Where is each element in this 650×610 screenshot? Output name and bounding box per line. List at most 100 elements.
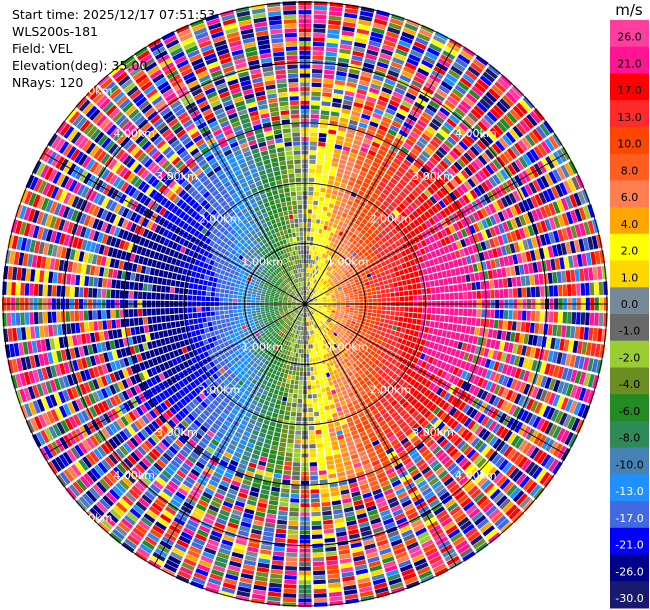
range-gate	[306, 296, 309, 300]
range-gate	[526, 310, 531, 321]
range-gate	[324, 533, 335, 539]
range-gate	[271, 486, 280, 493]
range-gate	[360, 71, 373, 78]
range-gate	[446, 136, 457, 146]
range-gate	[490, 259, 496, 269]
range-gate	[312, 205, 318, 210]
range-gate	[335, 261, 340, 266]
range-gate	[311, 78, 322, 83]
range-gate	[408, 53, 421, 63]
range-gate	[376, 310, 382, 314]
range-gate	[338, 53, 351, 59]
range-gate	[427, 244, 435, 252]
range-gate	[542, 190, 552, 203]
range-gate	[368, 258, 374, 264]
range-gate	[311, 525, 322, 530]
range-gate	[318, 300, 323, 303]
range-gate	[467, 178, 476, 188]
range-gate	[526, 238, 534, 250]
range-gate	[417, 32, 431, 42]
range-gate	[306, 259, 309, 264]
range-gate	[519, 264, 525, 275]
range-gate	[318, 465, 327, 471]
range-gate	[432, 215, 440, 223]
range-gate	[312, 534, 323, 539]
range-gate	[473, 142, 484, 154]
range-gate	[319, 128, 328, 134]
range-gate	[310, 118, 319, 124]
range-gate	[354, 37, 368, 44]
range-gate	[398, 230, 406, 237]
range-gate	[414, 186, 423, 195]
range-gate	[283, 392, 289, 397]
range-gate	[413, 219, 420, 227]
range-gate	[322, 92, 332, 98]
range-gate	[461, 275, 467, 283]
range-gate	[352, 276, 358, 281]
range-gate	[589, 312, 595, 326]
range-gate	[277, 366, 282, 372]
range-gate	[376, 61, 389, 69]
range-gate	[325, 147, 334, 153]
range-gate	[393, 186, 402, 194]
range-gate	[333, 288, 338, 292]
ray-23	[305, 189, 591, 304]
range-gate	[340, 375, 346, 382]
range-gate	[282, 479, 291, 485]
range-gate	[316, 438, 323, 444]
range-gate	[332, 379, 338, 385]
range-gate	[462, 194, 471, 204]
range-gate	[334, 181, 341, 187]
range-gate	[440, 173, 449, 183]
range-gate	[336, 250, 341, 256]
range-gate	[396, 276, 402, 282]
range-gate	[270, 573, 283, 579]
range-gate	[311, 295, 316, 299]
range-gate	[398, 40, 412, 49]
range-gate	[352, 187, 359, 194]
range-gate	[290, 489, 300, 494]
range-gate	[312, 241, 317, 247]
range-gate	[313, 593, 327, 598]
range-gate	[365, 53, 378, 61]
range-gate	[581, 253, 588, 267]
range-gate	[317, 295, 321, 299]
range-gate	[336, 377, 342, 383]
ray-25	[305, 219, 600, 304]
range-gate	[349, 263, 355, 268]
range-gate	[354, 279, 359, 283]
range-gate	[416, 242, 423, 249]
range-gate	[461, 325, 467, 333]
range-gate	[374, 242, 380, 249]
range-gate	[520, 186, 529, 198]
range-gate	[400, 211, 408, 219]
range-gate	[408, 151, 418, 160]
range-gate	[466, 317, 472, 326]
range-gate	[495, 171, 505, 183]
range-gate	[429, 280, 435, 287]
range-gate	[336, 172, 343, 178]
range-gate	[386, 274, 392, 280]
range-gate	[314, 232, 318, 238]
range-gate	[388, 231, 395, 238]
range-gate	[310, 371, 315, 376]
range-gate	[483, 250, 490, 260]
range-gate	[313, 14, 327, 20]
range-gate	[594, 312, 599, 326]
range-gate	[283, 588, 297, 594]
range-gate	[415, 71, 427, 81]
range-gate	[464, 226, 472, 236]
range-gate	[492, 269, 498, 279]
range-gate	[318, 470, 327, 476]
range-gate	[449, 150, 459, 160]
range-gate	[382, 44, 395, 52]
range-gate	[327, 297, 332, 300]
range-gate	[411, 45, 425, 55]
range-gate	[318, 256, 322, 262]
range-gate	[313, 290, 318, 295]
range-gate	[326, 555, 338, 561]
range-gate	[317, 456, 325, 462]
range-gate	[328, 175, 335, 181]
range-gate	[454, 107, 466, 118]
range-gate	[397, 337, 403, 344]
